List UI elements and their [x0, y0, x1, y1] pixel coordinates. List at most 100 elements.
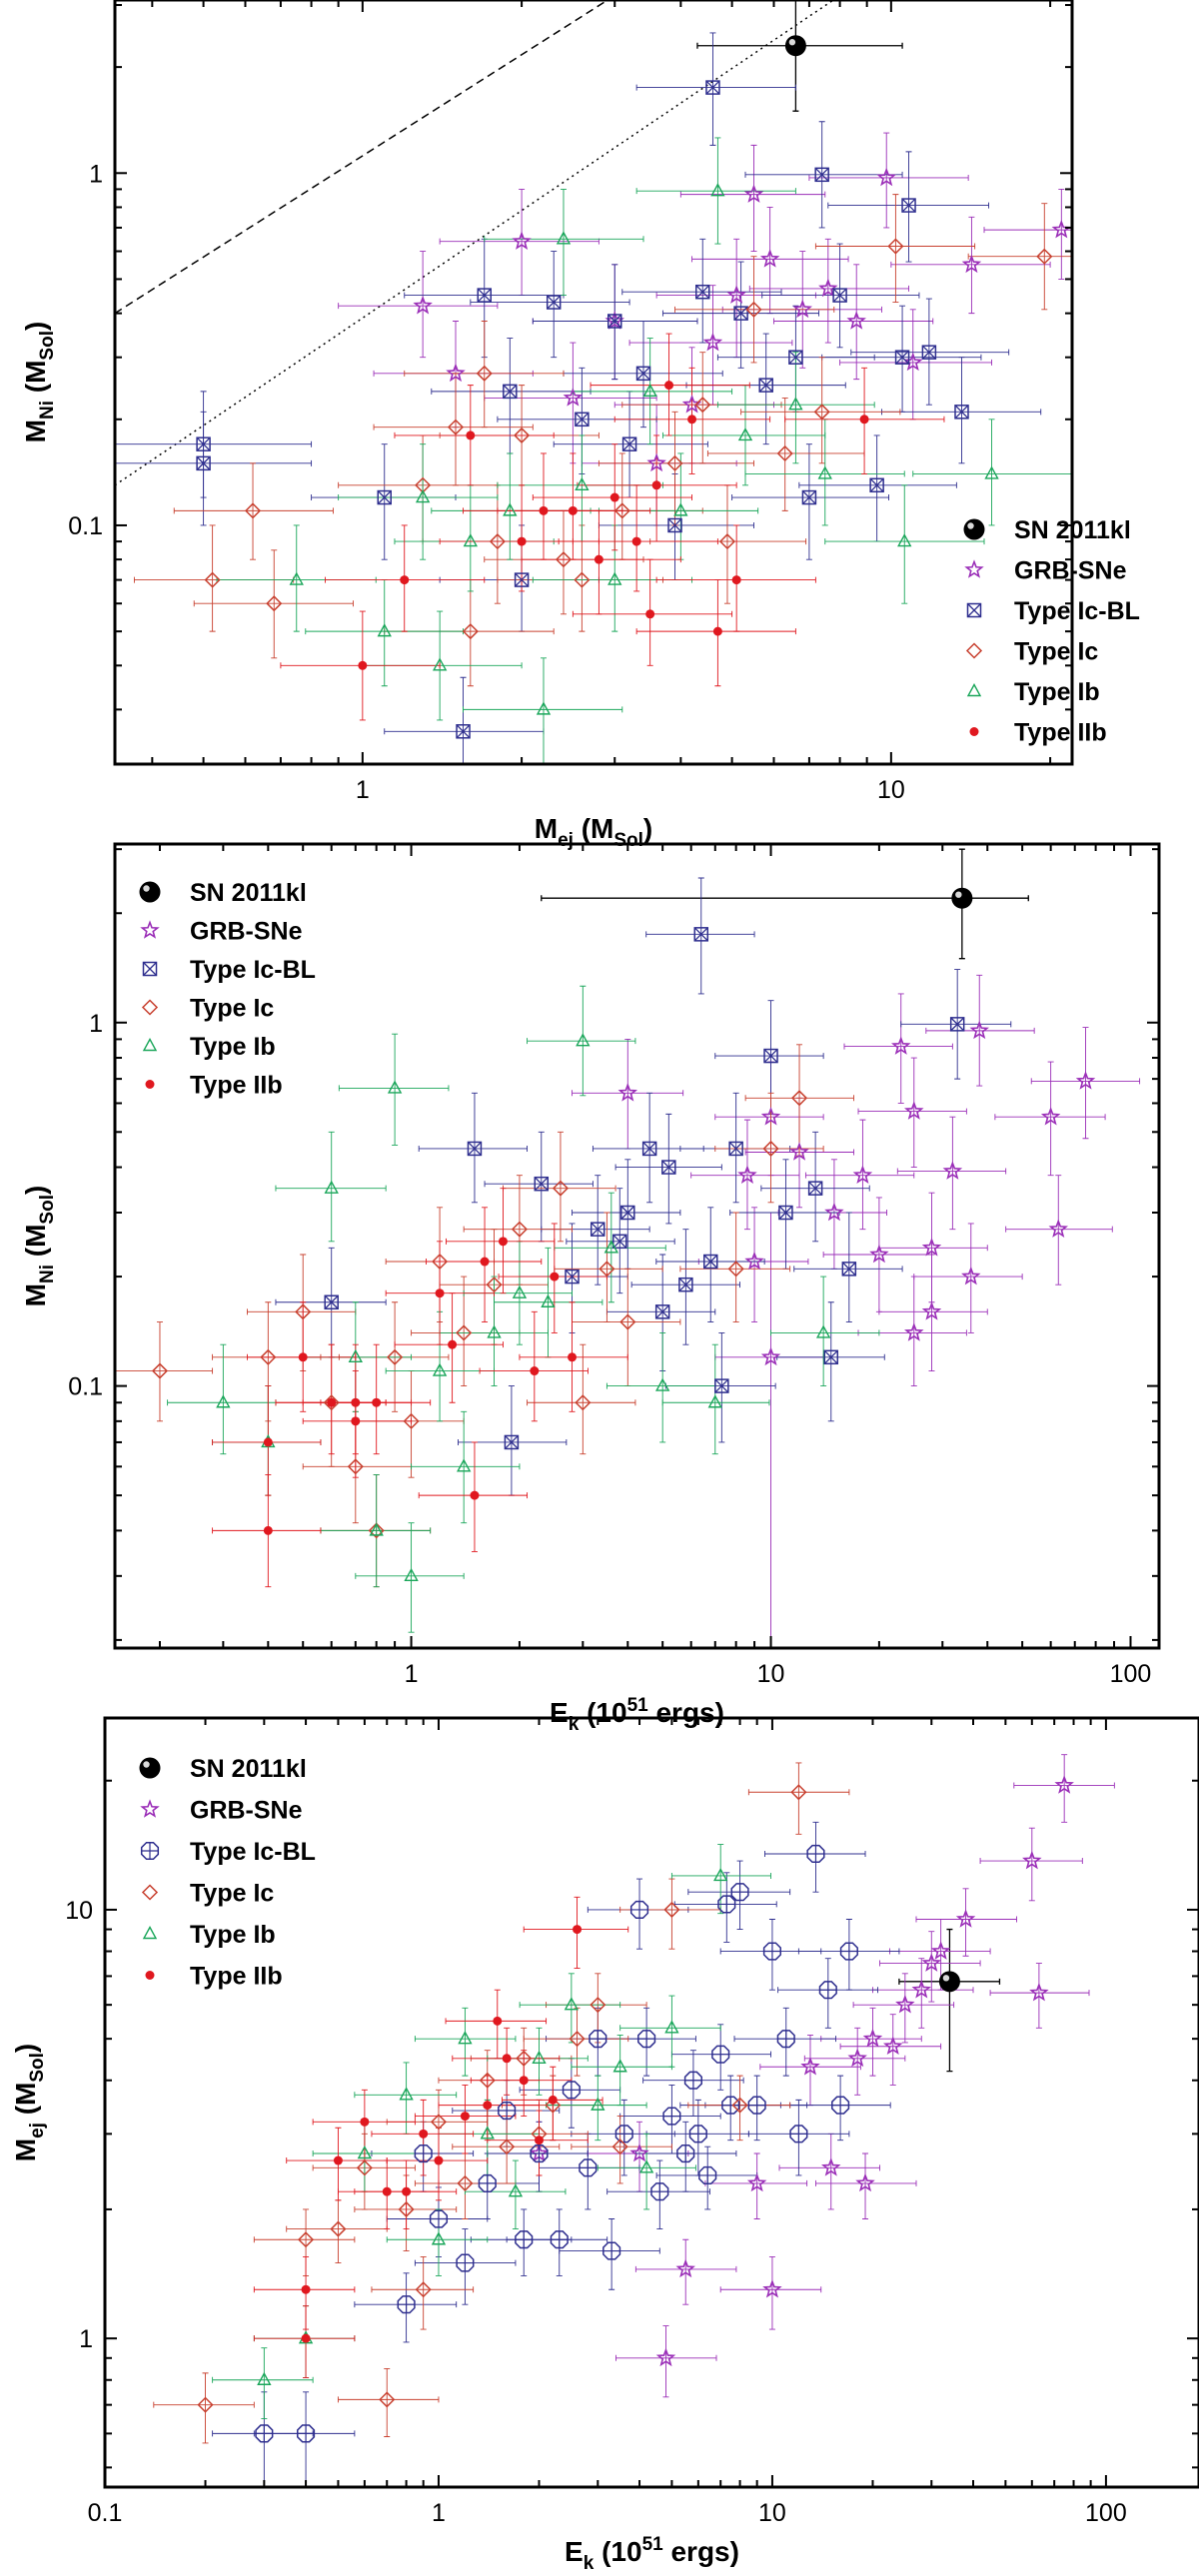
errorbar: [674, 256, 835, 364]
point-type-ic-bl: [590, 1222, 605, 1237]
errorbars-grb-sne: [487, 1754, 1115, 2398]
point-grb-sne: [847, 2048, 867, 2068]
errorbar: [115, 411, 313, 526]
point-grb-sne: [876, 167, 896, 187]
errorbar: [1005, 1175, 1113, 1286]
point-type-ic: [619, 1313, 636, 1330]
point-type-ic-bl: [414, 2144, 433, 2163]
legend-label-type-ic: Type Ic: [1014, 638, 1098, 666]
point-type-iib: [466, 430, 476, 440]
point-type-ic-bl: [575, 412, 590, 428]
point-type-ic-bl: [562, 2081, 581, 2100]
point-grb-sne: [604, 311, 625, 330]
point-type-ic: [151, 1362, 169, 1379]
point-type-ic-bl: [801, 489, 817, 505]
errorbar: [733, 2007, 836, 2077]
x-axis-title: Ek (1051 ergs): [550, 1695, 724, 1735]
point-type-ic-bl: [620, 1205, 635, 1221]
legend-marker-sn-2011kl: [139, 1757, 161, 1779]
point-type-iib: [609, 492, 619, 502]
errorbar: [770, 1276, 880, 1387]
errorbar: [605, 1331, 716, 1443]
point-type-ic: [323, 1394, 340, 1411]
point-type-ic: [387, 1348, 404, 1365]
errorbar: [312, 2133, 416, 2210]
point-grb-sne: [792, 299, 812, 319]
point-type-ib: [575, 476, 590, 490]
x-tick-label: 0.1: [88, 2499, 123, 2527]
errorbar: [572, 1159, 681, 1270]
point-type-ic: [379, 2391, 396, 2408]
point-type-ic-bl: [683, 2071, 702, 2090]
plot-area: [115, 0, 1072, 764]
errorbar: [373, 373, 534, 486]
point-type-ic-bl: [579, 2158, 598, 2177]
errorbar: [371, 2256, 475, 2330]
errorbar: [571, 2035, 672, 2107]
x-tick-label: 1: [356, 776, 370, 804]
point-type-ib: [399, 2087, 414, 2101]
errorbar: [619, 2085, 721, 2154]
point-type-ic: [590, 1997, 606, 2014]
errorbar: [422, 484, 574, 604]
point-grb-sne: [744, 1251, 764, 1271]
point-type-ic-bl: [515, 2230, 534, 2249]
point-type-ic: [356, 2159, 373, 2176]
point-type-ic-bl: [869, 477, 884, 493]
point-type-ic: [552, 1180, 570, 1197]
errorbar: [621, 352, 782, 464]
point-type-iib: [382, 2186, 392, 2196]
legend-label-type-iib: Type IIb: [1014, 719, 1107, 747]
point-type-ib: [737, 427, 753, 441]
legend-label-sn-2011kl: SN 2011kl: [190, 879, 307, 907]
errorbar: [598, 452, 759, 560]
point-type-ic-bl: [456, 2253, 475, 2272]
series-type-iib: [301, 1925, 583, 2343]
errorbar: [852, 1973, 955, 2044]
point-type-iib: [859, 415, 869, 425]
point-type-ic: [244, 502, 262, 519]
dashed-reference-line: [115, 0, 609, 315]
point-type-ic: [403, 1412, 420, 1429]
point-type-ic: [430, 2114, 448, 2131]
point-grb-sne: [955, 1909, 976, 1928]
point-type-ic: [462, 623, 479, 640]
legend-marker-type-ib: [142, 1926, 158, 1940]
errorbar: [338, 1033, 450, 1146]
series-type-ic-bl: [324, 927, 965, 1450]
point-type-iib: [301, 2333, 311, 2343]
point-type-iib: [535, 2136, 545, 2146]
y-axis-title: Mej (MSol): [10, 2044, 48, 2162]
errorbar: [798, 434, 957, 542]
point-type-ic-bl: [546, 295, 562, 310]
point-grb-sne: [930, 1941, 951, 1960]
point-grb-sne: [563, 388, 584, 407]
point-type-ib: [591, 2097, 605, 2111]
point-grb-sne: [446, 363, 466, 383]
legend-label-type-iib: Type IIb: [190, 1963, 283, 1991]
point-grb-sne: [921, 1238, 942, 1257]
point-type-ic: [476, 365, 493, 382]
errorbar: [645, 2099, 749, 2176]
point-type-ic: [1036, 248, 1053, 265]
legend-marker-type-ic-bl: [140, 1841, 160, 1861]
errorbars-grb-sne: [338, 132, 1072, 526]
point-type-ic-bl: [758, 378, 773, 393]
y-tick-label: 1: [89, 1010, 103, 1038]
errorbar: [827, 151, 990, 263]
legend-marker-type-ic: [141, 999, 159, 1016]
point-type-ic-bl: [730, 1883, 749, 1902]
point-type-ic: [575, 1394, 592, 1411]
point-type-ib: [369, 1522, 384, 1536]
point-type-ic: [813, 404, 830, 421]
point-grb-sne: [762, 2278, 782, 2298]
errorbar: [655, 2146, 758, 2210]
point-type-ic-bl: [702, 1254, 718, 1270]
point-type-iib: [483, 2101, 493, 2111]
errorbar: [546, 2007, 647, 2077]
point-type-ic: [718, 533, 736, 550]
point-type-ic-bl: [504, 1434, 520, 1450]
errorbar: [673, 1872, 777, 1943]
point-type-iib: [687, 415, 697, 425]
point-type-ib: [463, 533, 479, 547]
